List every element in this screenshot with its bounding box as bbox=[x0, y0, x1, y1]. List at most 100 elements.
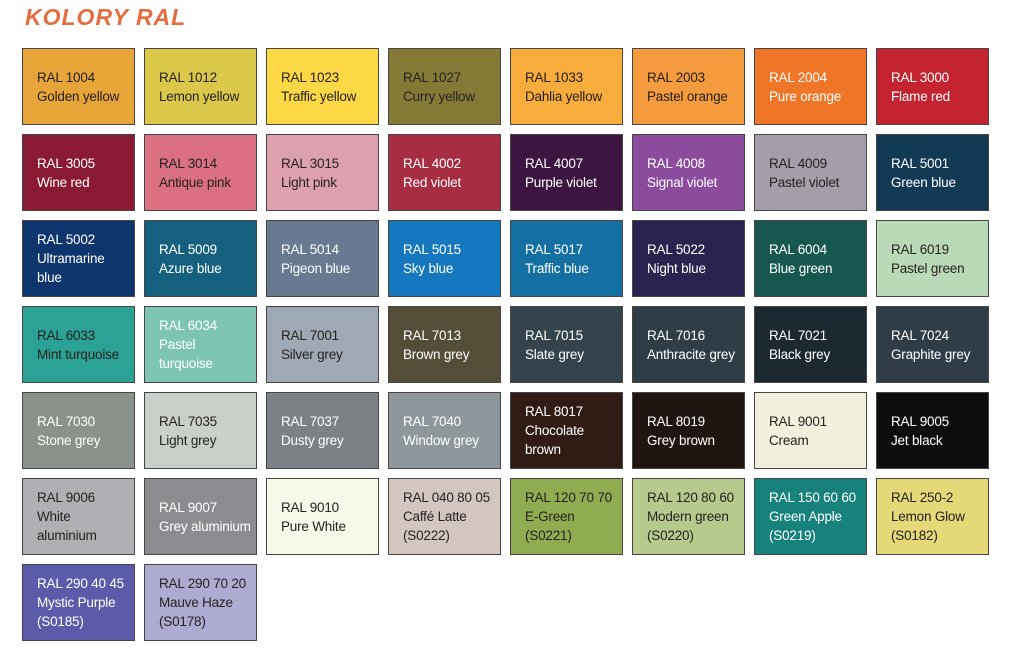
color-swatch-ral-7024: RAL 7024 Graphite grey bbox=[876, 306, 989, 383]
swatch-color-name: Chocolate brown bbox=[525, 423, 584, 457]
swatch-ral-code: RAL 290 70 20 bbox=[159, 576, 246, 591]
color-swatch-ral-9006: RAL 9006 White aluminium bbox=[22, 478, 135, 555]
color-swatch-ral-3015: RAL 3015 Light pink bbox=[266, 134, 379, 211]
swatch-color-name: Ultramarine blue bbox=[37, 251, 105, 285]
color-swatch-ral-120-70-70: RAL 120 70 70 E-Green (S0221) bbox=[510, 478, 623, 555]
swatch-ral-code: RAL 7024 bbox=[891, 327, 949, 343]
color-swatch-ral-7040: RAL 7040 Window grey bbox=[388, 392, 501, 469]
color-swatch-ral-1012: RAL 1012 Lemon yellow bbox=[144, 48, 257, 125]
color-swatch-ral-4009: RAL 4009 Pastel violet bbox=[754, 134, 867, 211]
color-swatch-ral-1027: RAL 1027 Curry yellow bbox=[388, 48, 501, 125]
swatch-color-name: Pastel violet bbox=[769, 174, 840, 190]
color-swatch-ral-6033: RAL 6033 Mint turquoise bbox=[22, 306, 135, 383]
swatch-ral-code: RAL 1012 bbox=[159, 69, 217, 85]
swatch-ral-code: RAL 2003 bbox=[647, 69, 705, 85]
swatch-color-name: Antique pink bbox=[159, 174, 231, 190]
swatch-color-name: Traffic yellow bbox=[281, 88, 357, 104]
swatch-color-name: Cream bbox=[769, 432, 809, 448]
swatch-color-name: Window grey bbox=[403, 432, 479, 448]
swatch-s-code: (S0219) bbox=[769, 528, 816, 543]
swatch-color-name: Pure White bbox=[281, 518, 346, 534]
swatch-color-name: Mint turquoise bbox=[37, 346, 119, 362]
swatch-ral-code: RAL 3005 bbox=[37, 155, 95, 171]
swatch-ral-code: RAL 1027 bbox=[403, 69, 461, 85]
color-swatch-ral-2004: RAL 2004 Pure orange bbox=[754, 48, 867, 125]
swatch-ral-code: RAL 6034 bbox=[159, 318, 217, 333]
swatch-color-name: Mauve Haze bbox=[159, 595, 233, 610]
color-swatch-ral-7016: RAL 7016 Anthracite grey bbox=[632, 306, 745, 383]
swatch-color-name: Green Apple bbox=[769, 509, 842, 524]
swatch-ral-code: RAL 290 40 45 bbox=[37, 576, 124, 591]
swatch-ral-code: RAL 7013 bbox=[403, 327, 461, 343]
color-swatch-ral-9001: RAL 9001 Cream bbox=[754, 392, 867, 469]
color-swatch-ral-1004: RAL 1004 Golden yellow bbox=[22, 48, 135, 125]
swatch-ral-code: RAL 9001 bbox=[769, 413, 827, 429]
swatch-color-name: Dahlia yellow bbox=[525, 88, 602, 104]
swatch-color-name: Silver grey bbox=[281, 346, 343, 362]
swatch-color-name: Mystic Purple bbox=[37, 595, 116, 610]
color-swatch-ral-5001: RAL 5001 Green blue bbox=[876, 134, 989, 211]
color-swatch-ral-040-80-05: RAL 040 80 05 Caffé Latte (S0222) bbox=[388, 478, 501, 555]
swatch-ral-code: RAL 9007 bbox=[159, 499, 217, 515]
swatch-color-name: Jet black bbox=[891, 432, 943, 448]
swatch-ral-code: RAL 040 80 05 bbox=[403, 490, 490, 505]
color-swatch-ral-8019: RAL 8019 Grey brown bbox=[632, 392, 745, 469]
swatch-ral-code: RAL 7030 bbox=[37, 413, 95, 429]
swatch-color-name: Graphite grey bbox=[891, 346, 971, 362]
swatch-ral-code: RAL 5022 bbox=[647, 241, 705, 257]
swatch-ral-code: RAL 3014 bbox=[159, 155, 217, 171]
swatch-color-name: Pastel green bbox=[891, 260, 965, 276]
swatch-s-code: (S0222) bbox=[403, 528, 450, 543]
swatch-ral-code: RAL 5001 bbox=[891, 155, 949, 171]
swatch-ral-code: RAL 7001 bbox=[281, 327, 339, 343]
swatch-ral-code: RAL 6019 bbox=[891, 241, 949, 257]
swatch-ral-code: RAL 7015 bbox=[525, 327, 583, 343]
swatch-color-name: Blue green bbox=[769, 260, 833, 276]
color-swatch-ral-3005: RAL 3005 Wine red bbox=[22, 134, 135, 211]
color-swatch-ral-7015: RAL 7015 Slate grey bbox=[510, 306, 623, 383]
color-swatch-ral-250-2: RAL 250-2 Lemon Glow (S0182) bbox=[876, 478, 989, 555]
color-swatch-ral-7001: RAL 7001 Silver grey bbox=[266, 306, 379, 383]
swatch-color-name: Golden yellow bbox=[37, 88, 120, 104]
color-swatch-ral-5017: RAL 5017 Traffic blue bbox=[510, 220, 623, 297]
page-title: KOLORY RAL bbox=[25, 4, 187, 30]
color-swatch-ral-5022: RAL 5022 Night blue bbox=[632, 220, 745, 297]
color-swatch-ral-1023: RAL 1023 Traffic yellow bbox=[266, 48, 379, 125]
swatch-color-name: Lemon Glow bbox=[891, 509, 965, 524]
swatch-color-name: Lemon yellow bbox=[159, 88, 240, 104]
swatch-s-code: (S0220) bbox=[647, 528, 694, 543]
swatch-ral-code: RAL 3015 bbox=[281, 155, 339, 171]
swatch-ral-code: RAL 1023 bbox=[281, 69, 339, 85]
color-swatch-ral-3000: RAL 3000 Flame red bbox=[876, 48, 989, 125]
swatch-color-name: Green blue bbox=[891, 174, 956, 190]
swatch-ral-code: RAL 150 60 60 bbox=[769, 490, 856, 505]
swatch-color-name: Flame red bbox=[891, 88, 950, 104]
swatch-ral-code: RAL 5009 bbox=[159, 241, 217, 257]
swatch-ral-code: RAL 2004 bbox=[769, 69, 827, 85]
swatch-ral-code: RAL 4002 bbox=[403, 155, 461, 171]
swatch-color-name: Red violet bbox=[403, 174, 462, 190]
swatch-ral-code: RAL 4007 bbox=[525, 155, 583, 171]
swatch-color-name: Pigeon blue bbox=[281, 260, 351, 276]
swatch-ral-code: RAL 120 80 60 bbox=[647, 490, 734, 505]
swatch-s-code: (S0185) bbox=[37, 614, 84, 629]
swatch-ral-code: RAL 120 70 70 bbox=[525, 490, 612, 505]
swatch-color-name: Purple violet bbox=[525, 174, 597, 190]
swatch-ral-code: RAL 5014 bbox=[281, 241, 339, 257]
swatch-ral-code: RAL 8017 bbox=[525, 404, 583, 419]
color-swatch-ral-7035: RAL 7035 Light grey bbox=[144, 392, 257, 469]
swatch-color-name: Grey brown bbox=[647, 432, 715, 448]
swatch-color-name: Slate grey bbox=[525, 346, 584, 362]
swatch-color-name: Light grey bbox=[159, 432, 217, 448]
color-swatch-ral-9005: RAL 9005 Jet black bbox=[876, 392, 989, 469]
swatch-ral-code: RAL 5017 bbox=[525, 241, 583, 257]
color-swatch-ral-9010: RAL 9010 Pure White bbox=[266, 478, 379, 555]
swatch-ral-code: RAL 1004 bbox=[37, 69, 95, 85]
swatch-color-name: Stone grey bbox=[37, 432, 101, 448]
swatch-color-name: Modern green bbox=[647, 509, 729, 524]
swatch-ral-code: RAL 4008 bbox=[647, 155, 705, 171]
swatch-color-name: Dusty grey bbox=[281, 432, 344, 448]
swatch-ral-code: RAL 4009 bbox=[769, 155, 827, 171]
swatch-ral-code: RAL 3000 bbox=[891, 69, 949, 85]
